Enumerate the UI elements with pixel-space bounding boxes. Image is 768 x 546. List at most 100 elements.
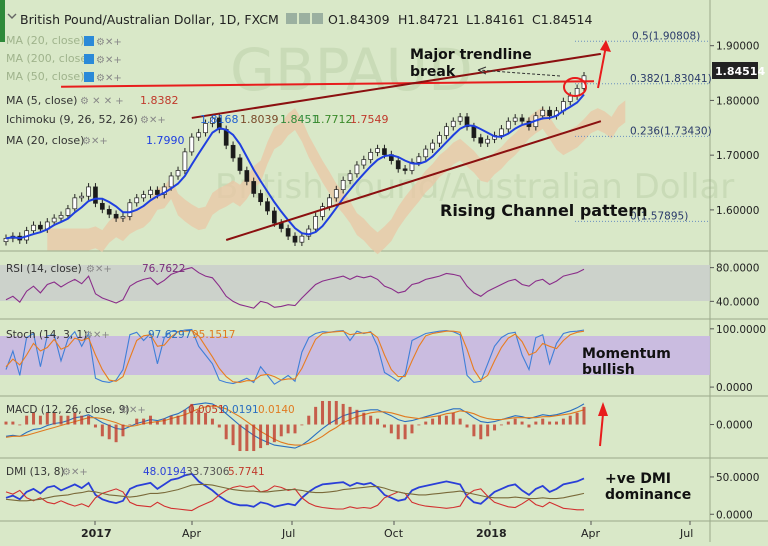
legend-ichimoku-value: 1.8039	[240, 113, 279, 126]
candle-body	[485, 138, 491, 144]
indicator-lines	[4, 267, 586, 512]
macd-histogram-bar	[582, 406, 586, 425]
adx-value: 5.7741	[228, 466, 265, 478]
macd-histogram-bar	[100, 424, 104, 437]
header-buttons	[286, 13, 323, 24]
legend-buttons[interactable]: ⚙✕+	[96, 55, 122, 66]
legend-ichimoku: Ichimoku (9, 26, 52, 26)	[6, 113, 138, 126]
header-button[interactable]	[312, 13, 323, 24]
legend-buttons[interactable]: ⚙✕+	[120, 405, 146, 416]
legend-ma20: MA (20, close)	[6, 34, 84, 47]
macd-histogram-bar	[438, 415, 441, 425]
macd-histogram-bar	[458, 418, 462, 425]
macd-up-arrow-icon	[599, 413, 604, 447]
collapse-chevron-icon[interactable]	[7, 13, 17, 19]
candle-body	[382, 148, 387, 155]
legend-button-eye-icon[interactable]	[84, 72, 94, 82]
legend-buttons[interactable]: ⚙✕+	[96, 37, 122, 48]
macd-histogram-bar	[355, 409, 359, 425]
candle-body	[402, 168, 408, 171]
fib-label: 0.382(1.83041)	[630, 73, 712, 85]
indicator-series-line	[5, 483, 585, 502]
indicator-series-line	[5, 405, 585, 446]
indicator-tick-label: 80.0000	[716, 263, 759, 275]
ohlc-low: L1.84161	[466, 12, 525, 27]
header-button[interactable]	[286, 13, 297, 24]
time-tick-label: Jul	[281, 527, 295, 540]
macd-histogram-bar	[217, 424, 221, 428]
candle-body	[86, 186, 91, 197]
macd-signal-value: 0.0140	[258, 404, 295, 416]
candle-body	[251, 181, 257, 194]
fib-levels: 0.5(1.90808) 0.382(1.83041) 0.236(1.73430)…	[575, 30, 712, 222]
candle-body	[464, 116, 470, 128]
legend-buttons[interactable]: ⚙✕+	[96, 73, 122, 84]
annotation-momentum: Momentum	[582, 346, 671, 362]
legend-buttons[interactable]: ⚙✕+	[82, 136, 108, 147]
candle-body	[327, 197, 332, 207]
legend-button-eye-icon[interactable]	[84, 54, 94, 64]
candle-body	[168, 175, 174, 188]
candle-body	[237, 157, 243, 171]
legend-ma5-value: 1.8382	[140, 94, 179, 107]
macd-histogram-bar	[534, 421, 538, 425]
macd-histogram-bar	[369, 415, 373, 425]
macd-histogram-bar	[568, 415, 572, 425]
candle-body	[450, 120, 456, 128]
candle-body	[127, 202, 133, 217]
header-button[interactable]	[299, 13, 310, 24]
macd-histogram-bar	[190, 403, 194, 425]
ohlc-high: H1.84721	[398, 12, 459, 27]
legend-buttons[interactable]: ⚙✕+	[62, 467, 88, 478]
legend-ichimoku-value: 1.7549	[350, 113, 389, 126]
legend-ichimoku-value: 1.8451	[280, 113, 319, 126]
up-arrowhead-icon	[600, 40, 611, 52]
macd-histogram-bar	[451, 412, 455, 425]
macd-histogram-bar	[527, 424, 531, 428]
candle-body	[216, 117, 222, 130]
ohlc-close: C1.84514	[532, 12, 592, 27]
macd-histogram-bar	[327, 400, 331, 425]
dmi-minus-value: 33.7306	[186, 466, 230, 478]
macd-histogram-bar	[114, 424, 118, 443]
macd-histogram-bar	[493, 424, 497, 431]
candle-body	[134, 197, 140, 204]
candle-body	[395, 160, 401, 170]
macd-histogram-bar	[520, 421, 524, 425]
candle-body	[567, 95, 573, 102]
macd-histogram-bar	[121, 424, 125, 437]
legend-button-eye-icon[interactable]	[84, 36, 94, 46]
legend-buttons[interactable]: ⚙✕+	[84, 330, 110, 341]
legend-ma5: MA (5, close)	[6, 94, 77, 107]
macd-histogram-bar	[66, 415, 70, 425]
candle-body	[72, 197, 78, 210]
legend-buttons[interactable]: ⚙✕+	[86, 264, 112, 275]
macd-histogram-bar	[18, 424, 22, 426]
annotation-bullish: bullish	[582, 362, 635, 378]
legend-buttons[interactable]: ⚙✕+	[140, 115, 166, 126]
time-tick-label: 2018	[476, 527, 507, 540]
macd-histogram-bar	[25, 415, 29, 425]
candle-body	[409, 161, 415, 171]
macd-histogram-bar	[431, 418, 435, 425]
legend-ichimoku-value: 1.8168	[200, 113, 239, 126]
time-tick-label: Apr	[182, 527, 202, 540]
up-arrow-icon	[597, 45, 607, 89]
candle-body	[113, 213, 119, 219]
candle-body	[320, 206, 325, 217]
candle-body	[361, 159, 367, 166]
candle-body	[512, 117, 518, 122]
moving-average	[5, 93, 585, 240]
fib-label: 0.236(1.73430)	[630, 125, 712, 137]
stoch-d-value: 95.1517	[192, 329, 235, 341]
macd-histogram-bar	[252, 424, 256, 452]
price-tick-label: 1.70000	[716, 150, 759, 162]
annotation-break: break	[410, 64, 456, 80]
candle-body	[340, 179, 346, 190]
legend-buttons[interactable]: ⚙ ✕ ✕ +	[80, 96, 124, 107]
macd-histogram-bar	[45, 412, 49, 425]
macd-histogram-bar	[396, 424, 400, 440]
macd-histogram-bar	[245, 424, 249, 452]
legend-ma20-close: MA (20, close)	[6, 134, 84, 147]
